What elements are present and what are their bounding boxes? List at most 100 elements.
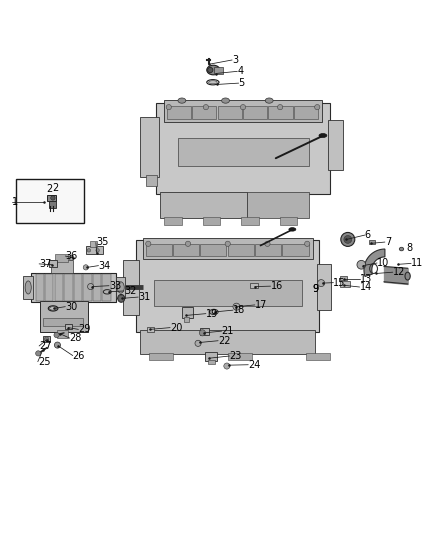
Bar <box>228 352 252 360</box>
Bar <box>45 274 53 301</box>
Text: 6: 6 <box>365 230 371 240</box>
Bar <box>102 274 111 301</box>
Bar <box>328 120 343 171</box>
Bar <box>117 277 125 298</box>
Circle shape <box>54 333 59 338</box>
Bar <box>93 274 101 301</box>
Text: 37: 37 <box>39 259 52 269</box>
Text: 25: 25 <box>38 357 50 367</box>
Bar <box>166 106 191 119</box>
Bar <box>43 318 83 326</box>
Bar <box>164 217 182 225</box>
Bar <box>184 317 189 321</box>
Bar <box>74 274 82 301</box>
Text: 34: 34 <box>99 261 111 271</box>
Circle shape <box>304 241 310 246</box>
Circle shape <box>278 104 283 110</box>
Circle shape <box>96 248 99 252</box>
Bar <box>177 138 308 166</box>
Ellipse shape <box>222 98 230 103</box>
Circle shape <box>35 351 41 356</box>
Text: 11: 11 <box>411 259 424 269</box>
Circle shape <box>203 104 208 110</box>
Bar <box>143 238 313 259</box>
Bar <box>51 261 73 272</box>
Bar <box>83 274 92 301</box>
Ellipse shape <box>208 67 213 72</box>
Bar <box>43 336 50 342</box>
Bar <box>55 274 63 301</box>
Bar <box>64 274 73 301</box>
Circle shape <box>314 104 320 110</box>
Bar <box>247 192 308 219</box>
Bar <box>123 260 139 314</box>
Circle shape <box>233 303 240 310</box>
Bar <box>31 272 117 302</box>
Circle shape <box>341 232 355 246</box>
Bar <box>47 195 56 201</box>
Bar <box>306 352 330 360</box>
Circle shape <box>185 241 191 246</box>
Bar <box>369 240 375 244</box>
Bar <box>23 276 33 299</box>
Ellipse shape <box>178 98 186 103</box>
Bar <box>340 281 350 287</box>
Bar <box>55 254 68 262</box>
Text: 32: 32 <box>124 286 136 296</box>
Circle shape <box>344 236 352 244</box>
Text: 27: 27 <box>39 341 52 351</box>
Bar <box>243 106 267 119</box>
Ellipse shape <box>211 310 217 313</box>
Bar <box>205 352 217 361</box>
Bar <box>164 100 321 123</box>
Ellipse shape <box>25 281 31 294</box>
Bar <box>214 67 223 74</box>
Circle shape <box>54 342 60 348</box>
Ellipse shape <box>49 306 57 310</box>
Ellipse shape <box>399 247 404 251</box>
Text: 2: 2 <box>47 184 53 195</box>
Text: 9: 9 <box>313 284 319 294</box>
Text: 15: 15 <box>333 278 346 288</box>
Bar <box>40 301 88 332</box>
Ellipse shape <box>208 80 217 84</box>
Bar <box>200 328 209 335</box>
Bar <box>228 244 254 256</box>
Text: 8: 8 <box>407 243 413 253</box>
Bar <box>182 307 193 318</box>
Bar <box>146 175 157 185</box>
Text: 23: 23 <box>230 351 242 361</box>
Bar <box>340 276 347 280</box>
Ellipse shape <box>405 272 410 280</box>
Bar <box>136 240 319 332</box>
Text: 24: 24 <box>248 360 261 370</box>
Bar <box>153 280 302 306</box>
Bar <box>203 217 220 225</box>
Bar <box>173 244 199 256</box>
Circle shape <box>357 261 366 269</box>
Text: 1: 1 <box>12 197 18 207</box>
Text: 21: 21 <box>222 326 234 336</box>
Ellipse shape <box>117 282 124 293</box>
Bar <box>35 274 44 301</box>
Ellipse shape <box>207 65 220 75</box>
Bar <box>283 244 308 256</box>
Text: 9: 9 <box>313 284 319 294</box>
Circle shape <box>195 340 201 346</box>
Text: 4: 4 <box>237 66 244 76</box>
Ellipse shape <box>289 228 296 231</box>
Bar <box>49 200 56 208</box>
Bar <box>65 324 72 329</box>
Text: 5: 5 <box>239 78 245 88</box>
Bar <box>200 244 226 256</box>
Bar <box>192 106 216 119</box>
Text: 17: 17 <box>255 300 267 310</box>
Bar <box>294 106 318 119</box>
Bar <box>218 106 242 119</box>
Bar <box>147 327 154 332</box>
Bar <box>241 217 259 225</box>
Text: 20: 20 <box>170 322 183 333</box>
Circle shape <box>118 295 124 302</box>
Text: 13: 13 <box>360 274 372 284</box>
Bar <box>149 352 173 360</box>
